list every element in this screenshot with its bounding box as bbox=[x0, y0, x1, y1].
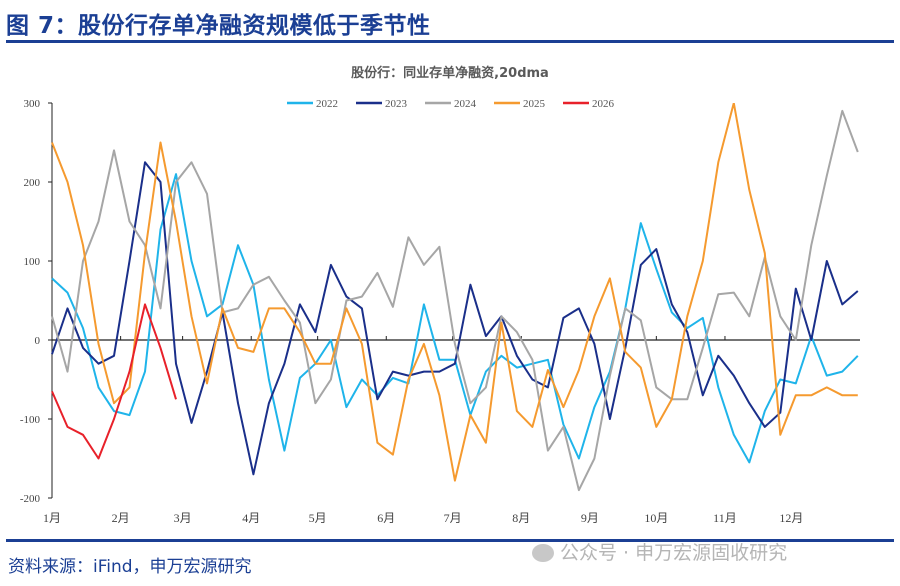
y-tick-label: 300 bbox=[24, 98, 41, 110]
legend-label: 2024 bbox=[454, 98, 477, 110]
legend-label: 2026 bbox=[592, 98, 615, 110]
x-tick-label: 7月 bbox=[444, 511, 462, 525]
x-tick-label: 1月 bbox=[43, 511, 61, 525]
watermark-text: 公众号 · 申万宏源固收研究 bbox=[560, 542, 788, 564]
legend-item-2023: 2023 bbox=[356, 98, 408, 110]
header-divider bbox=[6, 40, 894, 43]
footer-divider bbox=[6, 539, 894, 542]
y-tick-label: 100 bbox=[24, 256, 41, 268]
series-line-2026 bbox=[51, 303, 177, 460]
legend-label: 2022 bbox=[316, 98, 338, 110]
x-tick-label: 4月 bbox=[242, 511, 260, 525]
series-line-2023 bbox=[51, 161, 859, 476]
legend-label: 2023 bbox=[385, 98, 408, 110]
legend: 2022 2023 2024 2025 2026 bbox=[287, 98, 615, 110]
series-line-2024 bbox=[51, 109, 859, 492]
x-tick-label: 8月 bbox=[512, 511, 530, 525]
wechat-icon bbox=[532, 544, 554, 562]
watermark: 公众号 · 申万宏源固收研究 bbox=[532, 538, 787, 565]
legend-item-2024: 2024 bbox=[425, 98, 477, 110]
x-tick-label: 9月 bbox=[581, 511, 599, 525]
legend-label: 2025 bbox=[523, 98, 546, 110]
legend-item-2022: 2022 bbox=[287, 98, 338, 110]
series-line-2025 bbox=[51, 103, 858, 482]
x-tick-label: 12月 bbox=[779, 511, 803, 525]
series-lines bbox=[51, 103, 859, 492]
x-tick-label: 2月 bbox=[112, 511, 130, 525]
x-tick-label: 10月 bbox=[644, 511, 668, 525]
source-note: 资料来源：iFind，申万宏源研究 bbox=[8, 557, 252, 577]
x-tick-label: 3月 bbox=[174, 511, 192, 525]
legend-item-2025: 2025 bbox=[494, 98, 546, 110]
legend-item-2026: 2026 bbox=[563, 98, 615, 110]
x-tick-label: 5月 bbox=[309, 511, 327, 525]
figure-title: 图 7：股份行存单净融资规模低于季节性 bbox=[6, 13, 431, 39]
x-tick-label: 11月 bbox=[713, 511, 737, 525]
x-tick-label: 6月 bbox=[377, 511, 395, 525]
y-tick-label: 0 bbox=[35, 335, 41, 347]
chart-title: 股份行：同业存单净融资,20dma bbox=[351, 66, 549, 81]
y-tick-label: 200 bbox=[24, 177, 41, 189]
y-tick-label: -200 bbox=[20, 493, 41, 505]
y-tick-label: -100 bbox=[20, 414, 41, 426]
